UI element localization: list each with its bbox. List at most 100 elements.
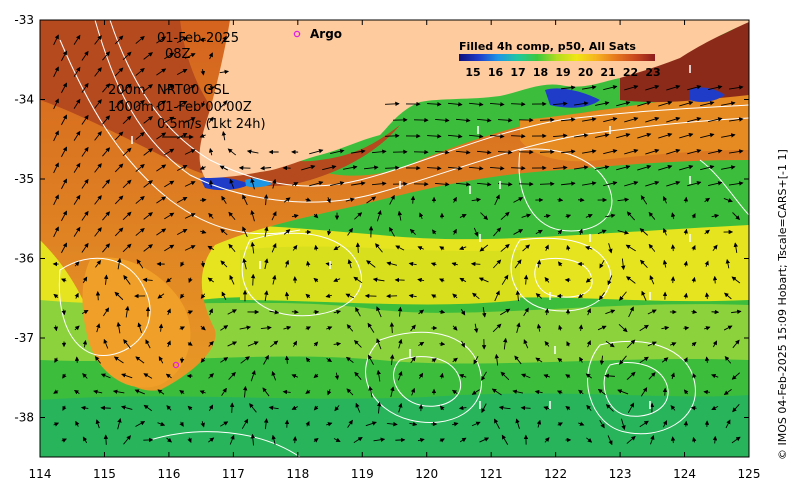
velocity-arrow [326,229,332,236]
velocity-arrow [480,212,489,220]
velocity-arrow [102,211,111,221]
velocity-arrow [683,196,689,203]
velocity-arrow [662,228,668,236]
velocity-arrow [176,37,188,43]
velocity-arrow [326,197,331,204]
contour-label-200m: 200m [108,83,145,98]
velocity-arrow [645,116,660,123]
velocity-arrow [81,242,89,253]
velocity-arrow [473,355,479,365]
y-tick-label: -33 [14,13,34,27]
velocity-arrow [157,421,166,427]
velocity-arrow [81,82,89,93]
velocity-arrow [313,373,319,379]
velocity-arrow [578,197,585,203]
velocity-arrow [376,338,382,350]
velocity-arrow [397,370,403,381]
velocity-arrow [648,372,656,380]
velocity-arrow [73,130,81,141]
velocity-arrow [621,418,626,430]
velocity-arrow [679,100,694,107]
velocity-arrow [565,374,571,379]
velocity-arrow [53,66,59,78]
velocity-arrow [291,374,299,379]
velocity-arrow [135,163,145,172]
colorbar-title: Filled 4h comp, p50, All Sats [459,40,636,53]
velocity-arrow [731,276,741,284]
velocity-arrow [219,69,229,75]
velocity-arrow [305,260,311,267]
velocity-arrow [557,422,563,427]
velocity-arrow [95,290,101,301]
velocity-arrow [619,291,627,301]
velocity-arrow [176,165,188,171]
velocity-arrow [566,341,571,347]
velocity-arrow [249,403,257,413]
velocity-arrow [137,322,142,334]
velocity-arrow [242,258,247,270]
velocity-arrow [452,389,458,395]
velocity-arrow [143,52,153,60]
velocity-arrow [345,356,354,364]
velocity-arrow [227,148,237,156]
velocity-arrow [658,132,673,139]
velocity-arrow [271,370,277,381]
velocity-arrow [513,197,524,203]
velocity-arrow [658,100,673,107]
velocity-arrow [199,165,206,170]
velocity-arrow [355,402,361,413]
velocity-arrow [284,355,290,364]
velocity-arrow [452,196,457,203]
velocity-arrow [333,341,342,347]
velocity-arrow [263,418,269,430]
velocity-arrow [305,421,310,427]
velocity-arrow [544,340,550,347]
velocity-arrow [498,405,511,410]
velocity-arrow [479,244,489,252]
velocity-arrow [639,324,649,332]
velocity-arrow [102,307,110,317]
x-tick-label: 118 [286,467,309,481]
velocity-arrow [260,165,272,171]
velocity-arrow [371,149,387,154]
y-tick-label: -35 [14,172,34,186]
velocity-arrow [724,292,732,300]
velocity-arrow [683,325,690,331]
velocity-arrow [640,259,648,269]
velocity-arrow [368,385,373,398]
x-tick-label: 123 [609,467,632,481]
velocity-arrow [595,101,610,106]
velocity-arrow [263,354,269,365]
velocity-arrow [208,373,214,379]
velocity-arrow [565,214,572,219]
velocity-arrow [353,276,363,284]
velocity-arrow [114,227,124,237]
velocity-arrow [574,133,589,138]
velocity-arrow [208,404,214,412]
velocity-arrow [260,325,272,331]
velocity-arrow [585,277,592,283]
velocity-arrow [439,309,446,314]
velocity-arrow [242,226,248,238]
velocity-arrow [122,83,132,93]
velocity-arrow [648,211,656,220]
velocity-arrow [543,213,551,219]
velocity-arrow [452,325,458,331]
velocity-arrow [117,257,122,270]
colorbar-tick-label: 20 [578,66,594,79]
velocity-arrow [479,437,490,443]
velocity-arrow [417,437,425,443]
velocity-arrow [219,165,228,171]
velocity-arrow [373,437,386,442]
velocity-arrow [376,401,382,414]
velocity-arrow [143,84,153,92]
velocity-arrow [134,389,145,395]
x-tick-label: 121 [480,467,503,481]
velocity-arrow [566,244,571,251]
velocity-arrow [452,228,457,235]
velocity-arrow [493,227,502,237]
velocity-arrow [639,356,649,364]
velocity-arrow [626,435,636,444]
velocity-arrow [228,371,236,380]
velocity-arrow [376,369,381,382]
